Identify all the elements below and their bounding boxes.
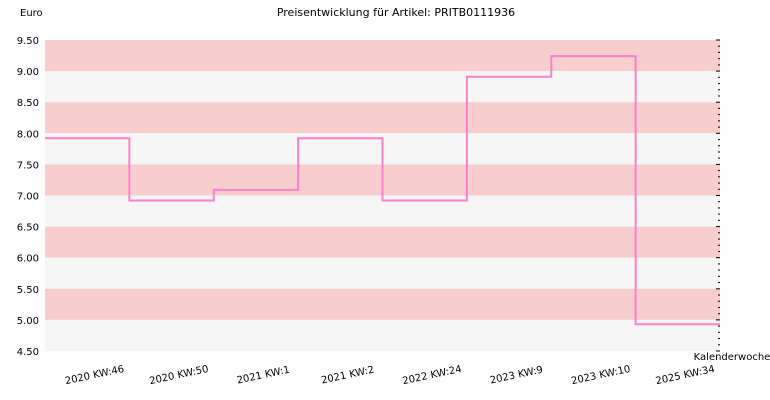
plot-band: [45, 257, 720, 289]
y-tick-label: 7.00: [17, 192, 39, 203]
x-tick-label: 2020 KW:46: [64, 364, 125, 387]
price-series-line: [45, 55, 720, 326]
plot-band: [45, 71, 720, 103]
x-axis-label: Kalenderwoche: [694, 352, 770, 363]
x-tick-label: 2023 KW:10: [570, 364, 631, 387]
y-tick-label: 9.50: [17, 36, 39, 47]
x-tick-label: 2020 KW:50: [148, 364, 209, 387]
right-axis-ticks: [716, 39, 720, 352]
plot-band: [45, 288, 720, 320]
x-tick-label: 2022 KW:24: [402, 364, 463, 387]
y-tick-label: 6.50: [17, 223, 39, 234]
y-tick-label: 5.00: [17, 316, 39, 327]
y-tick-label: 8.00: [17, 129, 39, 140]
x-tick-label: 2023 KW:9: [489, 365, 544, 387]
y-tick-label: 6.00: [17, 254, 39, 265]
y-axis-label: Euro: [20, 8, 43, 19]
y-tick-label: 9.00: [17, 67, 39, 78]
x-axis-tick-labels: 2020 KW:46 2020 KW:50 2021 KW:1 2021 KW:2 20…: [64, 364, 716, 387]
x-tick-label: 2021 KW:1: [236, 365, 291, 387]
chart-title: Preisentwicklung für Artikel: PRITB01119…: [277, 6, 515, 19]
y-axis-tick-labels: 9.50 9.00 8.50 8.00 7.50 7.00 6.50 6.00 5.50 5.00…: [17, 36, 39, 358]
plot-band: [45, 319, 720, 351]
y-tick-label: 5.50: [17, 285, 39, 296]
y-tick-label: 7.50: [17, 160, 39, 171]
x-tick-label: 2025 KW:34: [655, 364, 716, 387]
y-tick-label: 4.50: [17, 347, 39, 358]
plot-band: [45, 226, 720, 258]
x-tick-label: 2021 KW:2: [320, 365, 375, 387]
plot-band: [45, 102, 720, 134]
y-tick-label: 8.50: [17, 98, 39, 109]
